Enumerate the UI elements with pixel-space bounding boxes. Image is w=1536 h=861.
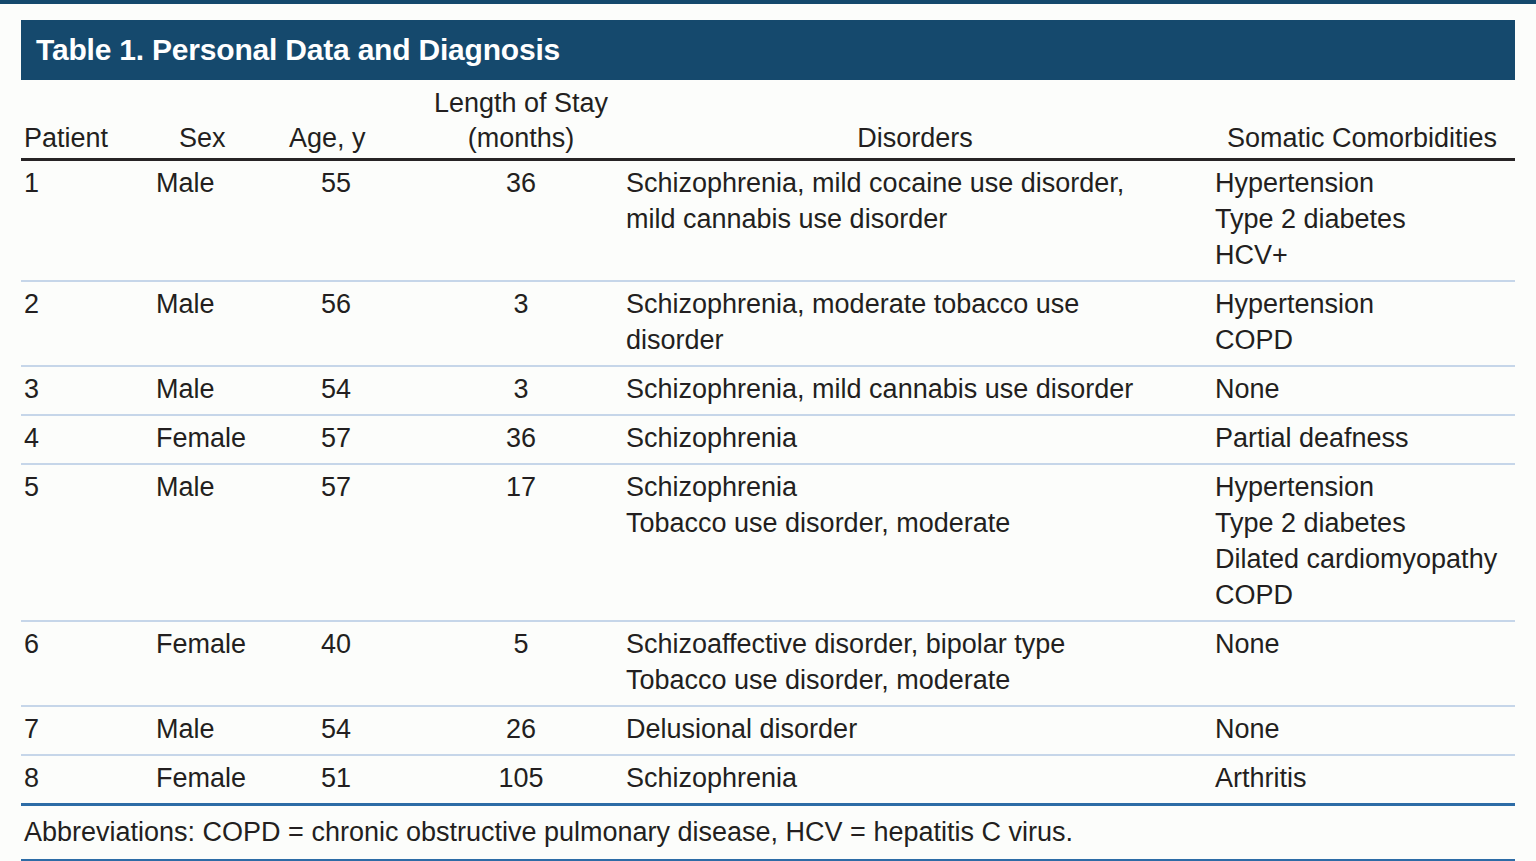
cell-somatic-comorbidities: Arthritis bbox=[1209, 760, 1515, 796]
cell-length-of-stay: 3 bbox=[421, 371, 621, 407]
cell-sex: Female bbox=[151, 760, 281, 796]
table-row: 5 Male 57 17 SchizophreniaTobacco use di… bbox=[21, 465, 1515, 622]
cell-patient: 7 bbox=[21, 711, 151, 747]
table-footnote: Abbreviations: COPD = chronic obstructiv… bbox=[21, 803, 1515, 861]
disorder-line: Tobacco use disorder, moderate bbox=[626, 505, 1209, 541]
cell-sex: Male bbox=[151, 711, 281, 747]
comorbidity-line: None bbox=[1215, 626, 1515, 662]
cell-length-of-stay: 36 bbox=[421, 420, 621, 456]
cell-age: 54 bbox=[281, 711, 421, 747]
page: Table 1. Personal Data and Diagnosis Pat… bbox=[0, 0, 1536, 861]
table-title: Table 1. Personal Data and Diagnosis bbox=[36, 33, 560, 67]
disorder-line: disorder bbox=[626, 322, 1209, 358]
comorbidity-line: HCV+ bbox=[1215, 237, 1515, 273]
cell-age: 57 bbox=[281, 420, 421, 456]
disorder-line: Tobacco use disorder, moderate bbox=[626, 662, 1209, 698]
column-header-disorders: Disorders bbox=[621, 121, 1209, 156]
cell-somatic-comorbidities: HypertensionType 2 diabetesDilated cardi… bbox=[1209, 469, 1515, 613]
table-row: 6 Female 40 5 Schizoaffective disorder, … bbox=[21, 622, 1515, 707]
table-row: 8 Female 51 105 Schizophrenia Arthritis bbox=[21, 756, 1515, 803]
disorder-line: Schizophrenia bbox=[626, 469, 1209, 505]
cell-age: 55 bbox=[281, 165, 421, 201]
disorder-line: mild cannabis use disorder bbox=[626, 201, 1209, 237]
disorder-line: Schizophrenia, mild cocaine use disorder… bbox=[626, 165, 1209, 201]
cell-disorders: Schizoaffective disorder, bipolar typeTo… bbox=[621, 626, 1209, 698]
cell-sex: Female bbox=[151, 626, 281, 662]
cell-somatic-comorbidities: None bbox=[1209, 371, 1515, 407]
column-header-age: Age, y bbox=[281, 121, 421, 156]
table-row: 7 Male 54 26 Delusional disorder None bbox=[21, 707, 1515, 756]
table-row: 3 Male 54 3 Schizophrenia, mild cannabis… bbox=[21, 367, 1515, 416]
cell-length-of-stay: 36 bbox=[421, 165, 621, 201]
cell-somatic-comorbidities: None bbox=[1209, 626, 1515, 662]
cell-sex: Female bbox=[151, 420, 281, 456]
cell-disorders: SchizophreniaTobacco use disorder, moder… bbox=[621, 469, 1209, 541]
cell-patient: 6 bbox=[21, 626, 151, 662]
column-header-length-of-stay: Length of Stay (months) bbox=[421, 86, 621, 156]
cell-somatic-comorbidities: HypertensionType 2 diabetesHCV+ bbox=[1209, 165, 1515, 273]
table-body: 1 Male 55 36 Schizophrenia, mild cocaine… bbox=[21, 161, 1515, 803]
disorder-line: Schizophrenia bbox=[626, 760, 1209, 796]
table-title-bar: Table 1. Personal Data and Diagnosis bbox=[21, 20, 1515, 80]
column-header-sex: Sex bbox=[151, 121, 281, 156]
disorder-line: Schizophrenia bbox=[626, 420, 1209, 456]
comorbidity-line: Type 2 diabetes bbox=[1215, 201, 1515, 237]
comorbidity-line: Type 2 diabetes bbox=[1215, 505, 1515, 541]
column-header-patient: Patient bbox=[21, 121, 151, 156]
cell-length-of-stay: 5 bbox=[421, 626, 621, 662]
disorder-line: Schizophrenia, mild cannabis use disorde… bbox=[626, 371, 1209, 407]
cell-disorders: Schizophrenia bbox=[621, 760, 1209, 796]
cell-age: 54 bbox=[281, 371, 421, 407]
comorbidity-line: COPD bbox=[1215, 322, 1515, 358]
cell-age: 57 bbox=[281, 469, 421, 505]
comorbidity-line: Hypertension bbox=[1215, 469, 1515, 505]
cell-somatic-comorbidities: None bbox=[1209, 711, 1515, 747]
cell-length-of-stay: 3 bbox=[421, 286, 621, 322]
cell-disorders: Schizophrenia, moderate tobacco usedisor… bbox=[621, 286, 1209, 358]
cell-patient: 8 bbox=[21, 760, 151, 796]
cell-patient: 4 bbox=[21, 420, 151, 456]
comorbidity-line: Dilated cardiomyopathy bbox=[1215, 541, 1515, 577]
disorder-line: Delusional disorder bbox=[626, 711, 1209, 747]
cell-length-of-stay: 26 bbox=[421, 711, 621, 747]
column-header-somatic-comorbidities: Somatic Comorbidities bbox=[1209, 121, 1515, 156]
cell-sex: Male bbox=[151, 371, 281, 407]
comorbidity-line: Hypertension bbox=[1215, 165, 1515, 201]
cell-age: 51 bbox=[281, 760, 421, 796]
cell-patient: 3 bbox=[21, 371, 151, 407]
table-1: Table 1. Personal Data and Diagnosis Pat… bbox=[21, 20, 1515, 861]
table-row: 4 Female 57 36 Schizophrenia Partial dea… bbox=[21, 416, 1515, 465]
comorbidity-line: None bbox=[1215, 371, 1515, 407]
comorbidity-line: Hypertension bbox=[1215, 286, 1515, 322]
column-header-length-of-stay-line1: Length of Stay bbox=[421, 86, 621, 121]
page-top-rule bbox=[0, 0, 1536, 4]
disorder-line: Schizophrenia, moderate tobacco use bbox=[626, 286, 1209, 322]
comorbidity-line: Partial deafness bbox=[1215, 420, 1515, 456]
cell-age: 40 bbox=[281, 626, 421, 662]
table-row: 1 Male 55 36 Schizophrenia, mild cocaine… bbox=[21, 161, 1515, 282]
cell-somatic-comorbidities: HypertensionCOPD bbox=[1209, 286, 1515, 358]
disorder-line: Schizoaffective disorder, bipolar type bbox=[626, 626, 1209, 662]
comorbidity-line: Arthritis bbox=[1215, 760, 1515, 796]
cell-age: 56 bbox=[281, 286, 421, 322]
table-header-row: Patient Sex Age, y Length of Stay (month… bbox=[21, 80, 1515, 161]
cell-disorders: Schizophrenia bbox=[621, 420, 1209, 456]
cell-disorders: Schizophrenia, mild cocaine use disorder… bbox=[621, 165, 1209, 237]
cell-sex: Male bbox=[151, 286, 281, 322]
cell-patient: 1 bbox=[21, 165, 151, 201]
table-row: 2 Male 56 3 Schizophrenia, moderate toba… bbox=[21, 282, 1515, 367]
cell-length-of-stay: 17 bbox=[421, 469, 621, 505]
cell-disorders: Delusional disorder bbox=[621, 711, 1209, 747]
cell-length-of-stay: 105 bbox=[421, 760, 621, 796]
cell-sex: Male bbox=[151, 469, 281, 505]
cell-sex: Male bbox=[151, 165, 281, 201]
comorbidity-line: None bbox=[1215, 711, 1515, 747]
cell-disorders: Schizophrenia, mild cannabis use disorde… bbox=[621, 371, 1209, 407]
cell-somatic-comorbidities: Partial deafness bbox=[1209, 420, 1515, 456]
column-header-length-of-stay-line2: (months) bbox=[421, 121, 621, 156]
cell-patient: 5 bbox=[21, 469, 151, 505]
comorbidity-line: COPD bbox=[1215, 577, 1515, 613]
cell-patient: 2 bbox=[21, 286, 151, 322]
